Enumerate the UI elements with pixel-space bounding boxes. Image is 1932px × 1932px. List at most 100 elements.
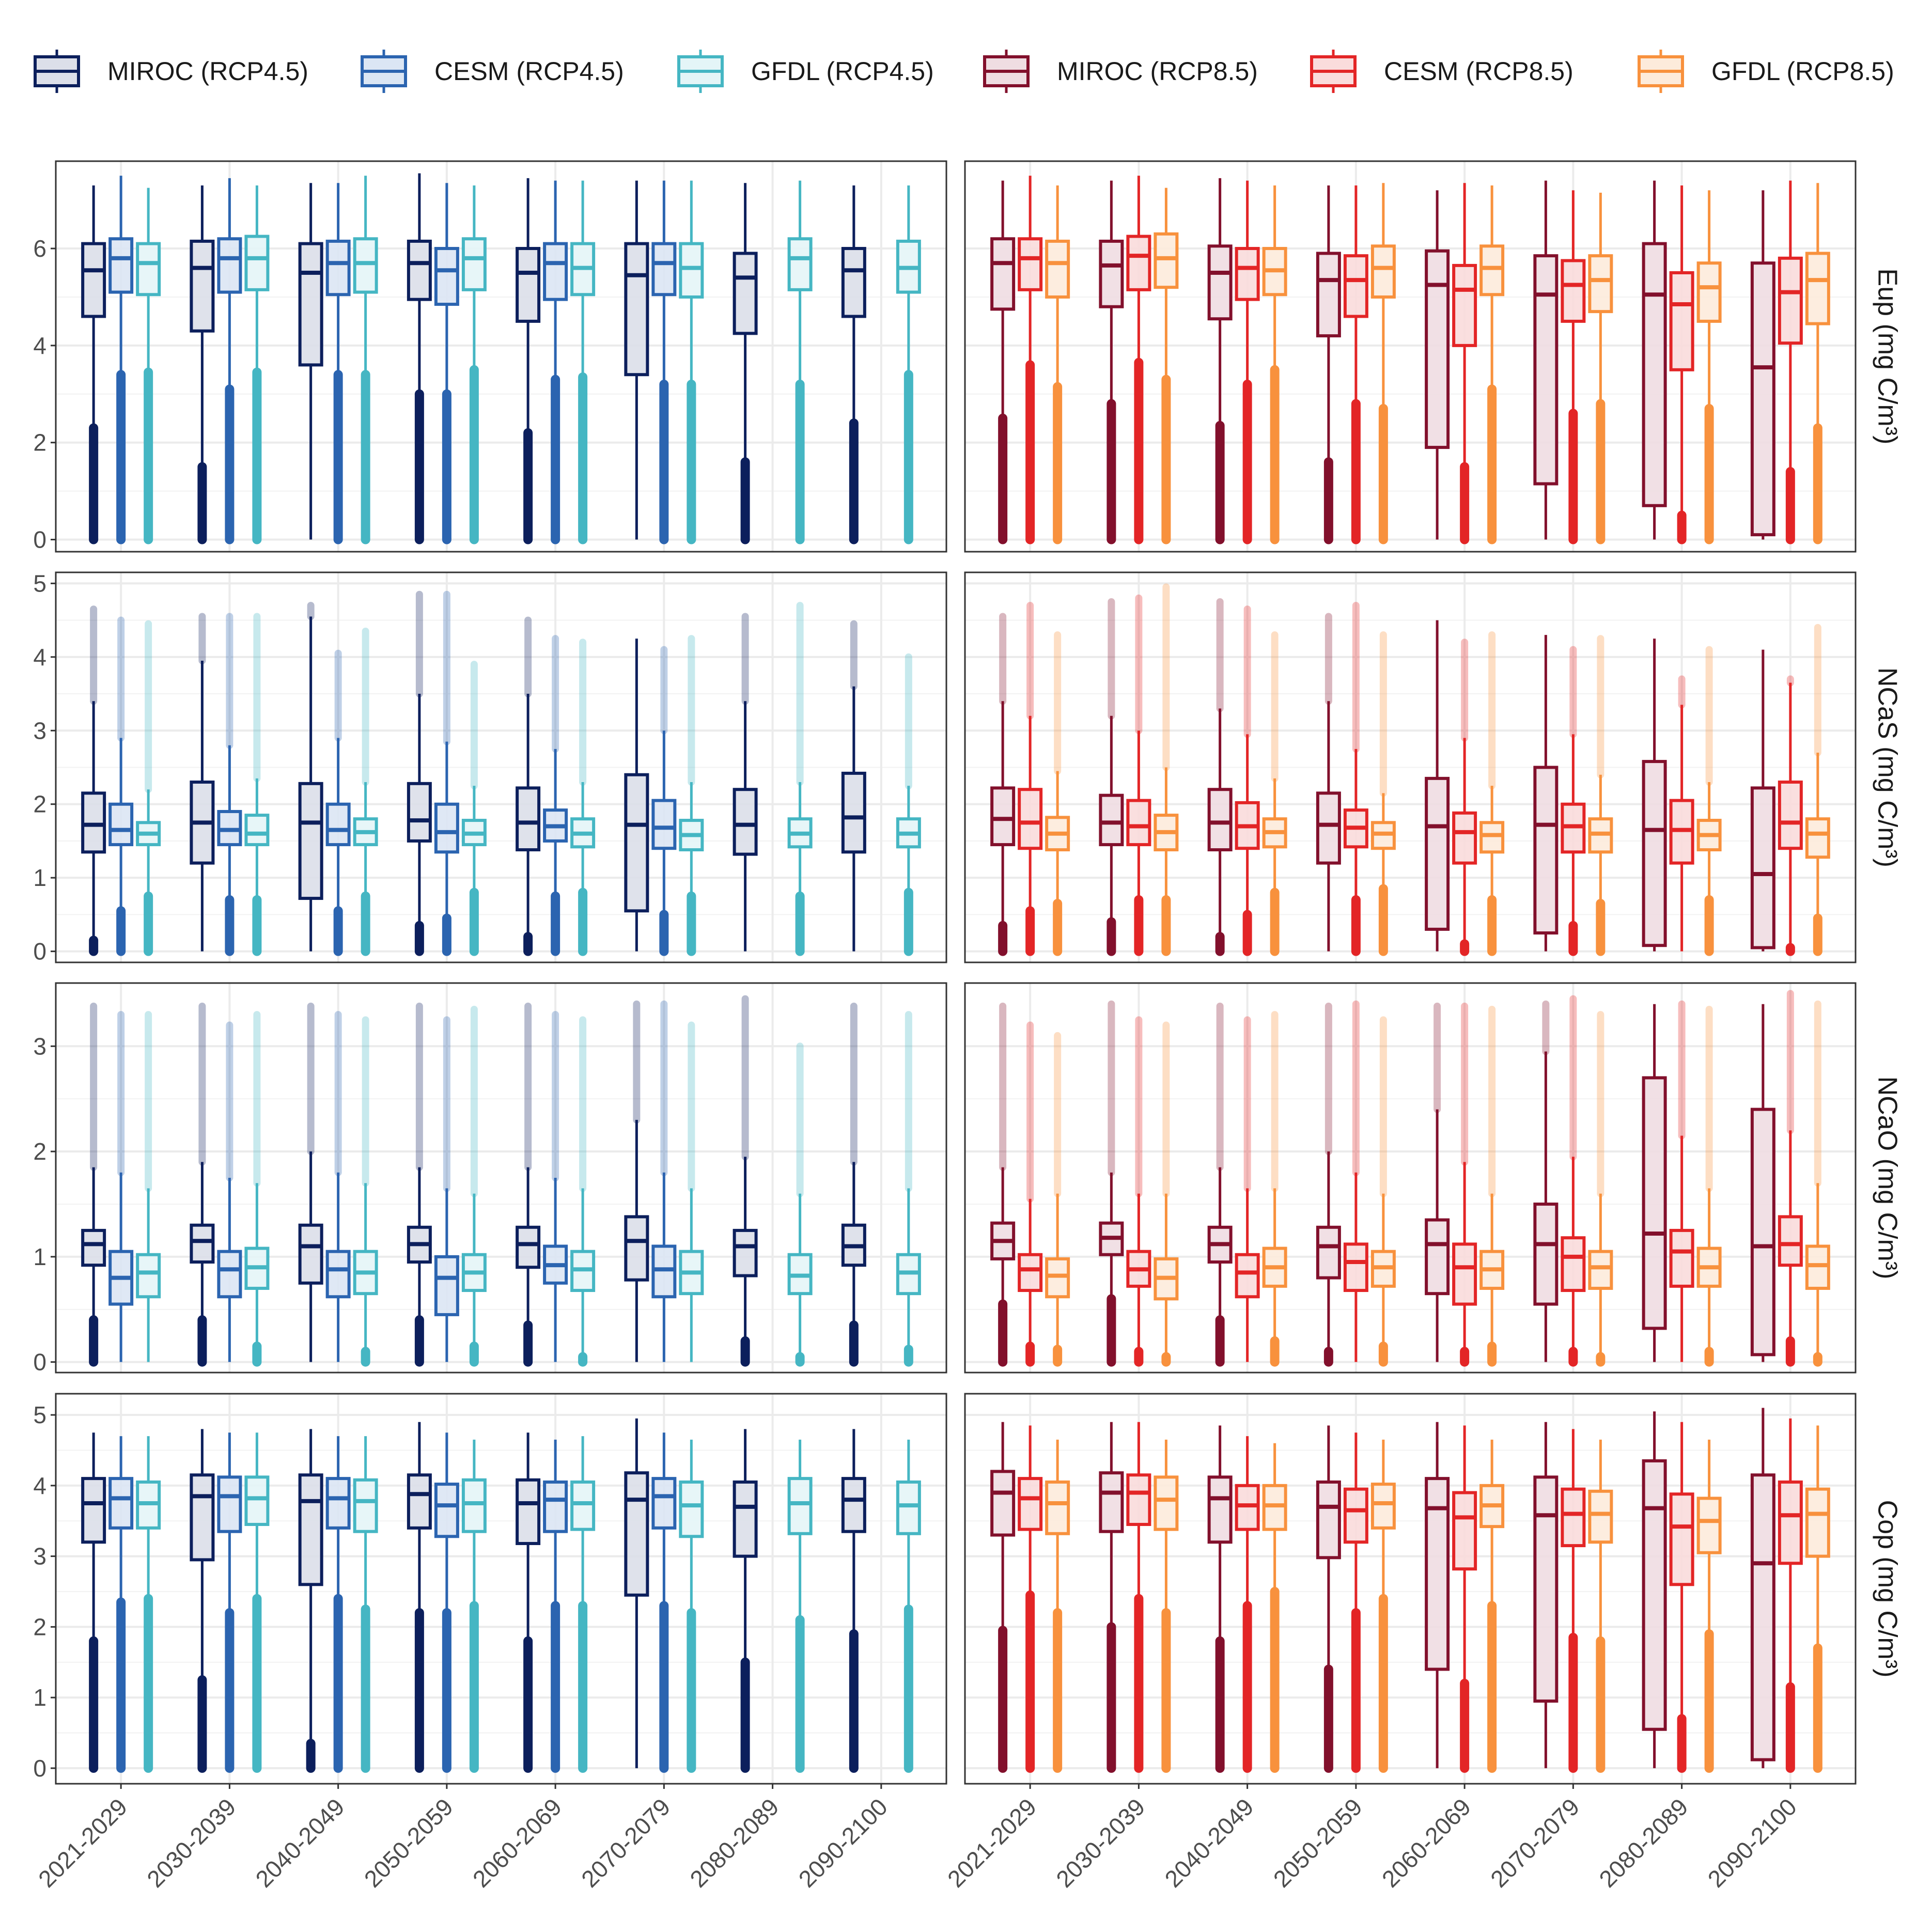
legend-label: CESM (RCP8.5) <box>1384 57 1573 86</box>
box-miroc <box>1642 180 1667 540</box>
box-miroc <box>81 1002 106 1367</box>
box-iqr <box>244 235 270 291</box>
box-gfdl <box>1805 624 1830 956</box>
box-cesm <box>1561 995 1586 1367</box>
box-miroc <box>733 183 758 544</box>
box-miroc <box>1207 1002 1233 1367</box>
box-gfdl <box>244 1011 270 1367</box>
box-gfdl <box>570 180 596 544</box>
panel-3-0: 0 1 2 3 4 5 <box>33 1393 947 1785</box>
box-cesm <box>434 1432 459 1773</box>
legend-label: GFDL (RCP8.5) <box>1711 57 1894 86</box>
box-gfdl <box>1805 1425 1830 1773</box>
box-iqr <box>990 786 1016 847</box>
box-iqr <box>434 247 459 306</box>
box-iqr <box>217 1475 242 1533</box>
box-gfdl <box>896 1011 921 1367</box>
box-gfdl <box>570 638 596 956</box>
box-cesm <box>651 646 677 956</box>
row-strip-label: Cop (mg C/m³) <box>1872 1500 1902 1678</box>
box-iqr <box>81 791 106 854</box>
box-iqr <box>108 1477 134 1530</box>
panel-border <box>964 1393 1857 1785</box>
box-iqr <box>1778 780 1803 850</box>
box-iqr <box>651 1244 677 1299</box>
box-gfdl <box>1370 183 1396 544</box>
legend-item: GFDL (RCP8.5) <box>1638 50 1894 93</box>
box-cesm <box>1126 176 1151 544</box>
box-cesm <box>1669 675 1694 952</box>
box-miroc <box>990 1422 1016 1773</box>
box-gfdl <box>896 1439 921 1773</box>
box-iqr <box>1425 1218 1450 1296</box>
box-cesm <box>434 590 459 956</box>
box-cesm <box>108 1436 134 1773</box>
box-iqr <box>108 802 134 847</box>
y-tick-label: 0 <box>33 1755 46 1782</box>
box-cesm <box>1452 1425 1477 1773</box>
box-miroc <box>1425 620 1450 952</box>
box-iqr <box>325 802 351 847</box>
box-iqr <box>325 1250 351 1299</box>
x-tick-label: 2021-2029 <box>33 1793 132 1892</box>
box-iqr <box>1316 1225 1341 1280</box>
box-iqr <box>787 237 813 291</box>
box-iqr <box>1805 1487 1830 1558</box>
box-iqr <box>1045 1257 1070 1299</box>
box-cesm <box>108 1011 134 1362</box>
box-cesm <box>543 180 568 544</box>
legend-item: CESM (RCP4.5) <box>361 50 624 93</box>
box-gfdl <box>461 661 487 956</box>
y-tick-label: 2 <box>33 1138 46 1165</box>
box-miroc <box>733 1429 758 1773</box>
box-iqr <box>624 1215 649 1282</box>
box-gfdl <box>1805 1000 1830 1367</box>
box-miroc <box>298 183 323 540</box>
box-miroc <box>1642 1411 1667 1768</box>
row-strips: Eup (mg C/m³) NCaS (mg C/m³) NCaO (mg C/m³… <box>1872 269 1902 1678</box>
box-iqr <box>733 788 758 856</box>
box-cesm <box>1126 594 1151 956</box>
box-gfdl <box>1588 1439 1613 1773</box>
legend-item: CESM (RCP8.5) <box>1310 50 1573 93</box>
box-iqr <box>1343 254 1368 318</box>
x-tick-label: 2030-2039 <box>142 1793 241 1892</box>
box-iqr <box>1561 259 1586 323</box>
box-iqr <box>1642 242 1667 507</box>
box-cesm <box>651 1000 677 1362</box>
box-cesm <box>325 183 351 544</box>
box-iqr <box>1099 793 1124 847</box>
box-gfdl <box>136 188 161 544</box>
x-tick-label: 2060-2069 <box>468 1793 567 1892</box>
box-miroc <box>841 1002 866 1367</box>
box-iqr <box>1561 1487 1586 1548</box>
box-gfdl <box>1805 183 1830 544</box>
box-cesm <box>108 616 134 956</box>
box-miroc <box>516 1432 541 1773</box>
box-iqr <box>1669 1492 1694 1586</box>
box-miroc <box>1207 1425 1233 1773</box>
box-iqr <box>1479 244 1505 297</box>
box-cesm <box>1126 1422 1151 1773</box>
box-gfdl <box>1045 1439 1070 1773</box>
box-cesm <box>1235 1436 1260 1773</box>
box-cesm <box>434 1016 459 1362</box>
box-cesm <box>434 183 459 544</box>
box-iqr <box>896 1480 921 1535</box>
box-gfdl <box>1262 1011 1287 1367</box>
box-miroc <box>1099 598 1124 956</box>
box-miroc <box>298 1429 323 1773</box>
box-iqr <box>1642 1459 1667 1731</box>
box-gfdl <box>1696 190 1722 544</box>
box-cesm <box>1669 185 1694 544</box>
box-miroc <box>407 590 432 956</box>
box-cesm <box>1669 1422 1694 1773</box>
box-cesm <box>1343 1432 1368 1773</box>
box-cesm <box>1778 675 1803 956</box>
box-iqr <box>1045 1480 1070 1535</box>
box-iqr <box>624 773 649 913</box>
x-tick-label: 2060-2069 <box>1377 1793 1476 1892</box>
box-miroc <box>1750 1004 1775 1362</box>
y-tick-label: 3 <box>33 1033 46 1060</box>
